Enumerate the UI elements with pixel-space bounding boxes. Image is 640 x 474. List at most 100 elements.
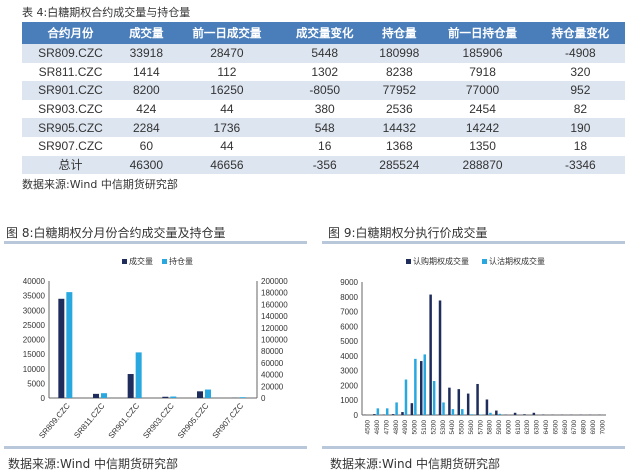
- table-cell: 185906: [429, 44, 536, 63]
- x-tick-label: SR907.CZC: [211, 401, 246, 440]
- bar-call-volume: [523, 414, 526, 415]
- table-cell: 2454: [469, 102, 496, 117]
- bar-volume: [93, 393, 99, 398]
- table-cell: SR811.CZC: [38, 64, 103, 79]
- bar-put-volume: [376, 408, 380, 415]
- bar-call-volume: [457, 389, 461, 415]
- bar-put-volume: [498, 413, 502, 415]
- y-tick: 2000: [340, 381, 358, 390]
- bar-open-interest: [205, 389, 211, 398]
- table-cell: 7918: [469, 64, 496, 79]
- bar-put-volume: [451, 409, 455, 415]
- table-cell: 952: [535, 81, 625, 100]
- x-tick-label: 5900: [496, 420, 503, 435]
- table-cell: -356: [280, 155, 370, 175]
- bar-call-volume: [476, 383, 479, 415]
- table-cell: 285524: [369, 155, 430, 175]
- y-tick-right: 160000: [261, 300, 288, 309]
- x-tick-label: 6100: [515, 420, 522, 435]
- bar-put-volume: [489, 412, 492, 415]
- table-cell: 77952: [369, 81, 430, 100]
- y-tick-right: 200000: [261, 277, 288, 286]
- y-tick-left: 30000: [23, 306, 46, 315]
- legend-label: 持仓量: [169, 256, 193, 266]
- y-tick-right: 40000: [261, 371, 284, 380]
- legend-label: 成交量: [129, 256, 153, 266]
- table-row: SR901.CZC 8200 16250 -8050 77952 77000 952: [22, 81, 625, 100]
- table-source: 数据来源:Wind 中信期货研究部: [22, 178, 178, 191]
- bar-put-volume: [470, 414, 473, 415]
- table-row: SR903.CZC 424 44 380 2536 2454 82: [22, 100, 625, 119]
- bar-open-interest: [170, 396, 177, 398]
- bar-call-volume: [420, 361, 423, 415]
- bar-put-volume: [432, 381, 436, 415]
- table-cell: 288870: [429, 155, 536, 175]
- legend-swatch: [122, 259, 127, 264]
- bar-call-volume: [401, 412, 404, 415]
- y-tick-right: 180000: [261, 289, 288, 298]
- bar-open-interest: [101, 393, 107, 398]
- table-cell: 180998: [369, 44, 430, 63]
- y-tick-right: 100000: [261, 336, 288, 345]
- y-tick-right: 60000: [261, 359, 284, 368]
- bar-open-interest: [66, 292, 73, 398]
- table-cell: 1736: [173, 118, 281, 137]
- table-row: SR907.CZC 60 44 16 1368 1350 18: [22, 137, 625, 156]
- x-tick-label: SR905.CZC: [176, 401, 211, 440]
- table-cell: SR809.CZC: [22, 44, 119, 63]
- bar-call-volume: [448, 387, 451, 415]
- y-tick-left: 40000: [23, 277, 46, 286]
- x-tick-label: 5400: [449, 420, 456, 435]
- table-cell: 1368: [385, 139, 413, 154]
- y-tick-right: 120000: [261, 324, 288, 333]
- table-row: SR811.CZC 1414 112 1302 8238 7918 320: [22, 63, 625, 82]
- table-cell: 60: [139, 139, 153, 154]
- x-tick-label: 5000: [412, 420, 419, 435]
- bar-put-volume: [404, 379, 408, 415]
- figure8-source: 数据来源:Wind 中信期货研究部: [8, 457, 179, 471]
- bar-open-interest: [135, 352, 142, 398]
- legend-label: 认购期权成交量: [413, 256, 469, 266]
- table-cell: SR905.CZC: [22, 118, 119, 137]
- table-cell: 380: [314, 102, 335, 117]
- y-tick: 0: [354, 411, 359, 420]
- table-cell: SR903.CZC: [38, 102, 103, 117]
- y-tick: 5000: [340, 337, 358, 346]
- table-cell: 44: [220, 102, 234, 117]
- column-header: 持仓量: [369, 22, 430, 44]
- x-tick-label: 6000: [505, 420, 512, 435]
- table-cell: 46300: [118, 155, 174, 175]
- bar-call-volume: [532, 412, 536, 415]
- column-header: 前一日持仓量: [429, 22, 536, 44]
- y-tick: 7000: [340, 308, 358, 317]
- y-tick-left: 0: [41, 394, 46, 403]
- y-tick-left: 25000: [23, 321, 46, 330]
- x-tick-label: 6700: [571, 420, 578, 435]
- y-tick: 4000: [340, 352, 358, 361]
- figure8-title: 图 8:白糖期权分月份合约成交量及持仓量: [6, 226, 226, 240]
- table-cell: 5448: [280, 44, 370, 63]
- table-cell: 16: [318, 139, 332, 154]
- y-tick-left: 35000: [23, 292, 46, 301]
- x-tick-label: 6600: [562, 420, 569, 435]
- x-tick-label: 6400: [543, 420, 550, 435]
- table-cell: 1350: [469, 139, 496, 154]
- x-tick-label: 6500: [552, 420, 559, 435]
- table-cell: 44: [220, 139, 234, 154]
- table-cell: -8050: [280, 81, 370, 100]
- y-tick-left: 10000: [23, 365, 46, 374]
- bar-call-volume: [373, 414, 376, 415]
- table-cell: 548: [280, 118, 370, 137]
- x-tick-label: 6900: [590, 420, 597, 435]
- column-header: 成交量: [118, 22, 174, 44]
- table-title: 表 4:白糖期权合约成交量与持仓量: [22, 6, 191, 19]
- table-row: SR809.CZC 33918 28470 5448 180998 185906 -4908: [22, 44, 625, 63]
- table-cell: 82: [573, 102, 588, 117]
- bar-volume: [162, 396, 169, 398]
- x-tick-label: 5600: [468, 420, 475, 435]
- bar-volume: [127, 374, 134, 398]
- figure9-source: 数据来源:Wind 中信期货研究部: [330, 457, 501, 471]
- bar-call-volume: [513, 412, 517, 415]
- bar-open-interest: [239, 397, 246, 398]
- legend-label: 认沽期权成交量: [489, 256, 545, 266]
